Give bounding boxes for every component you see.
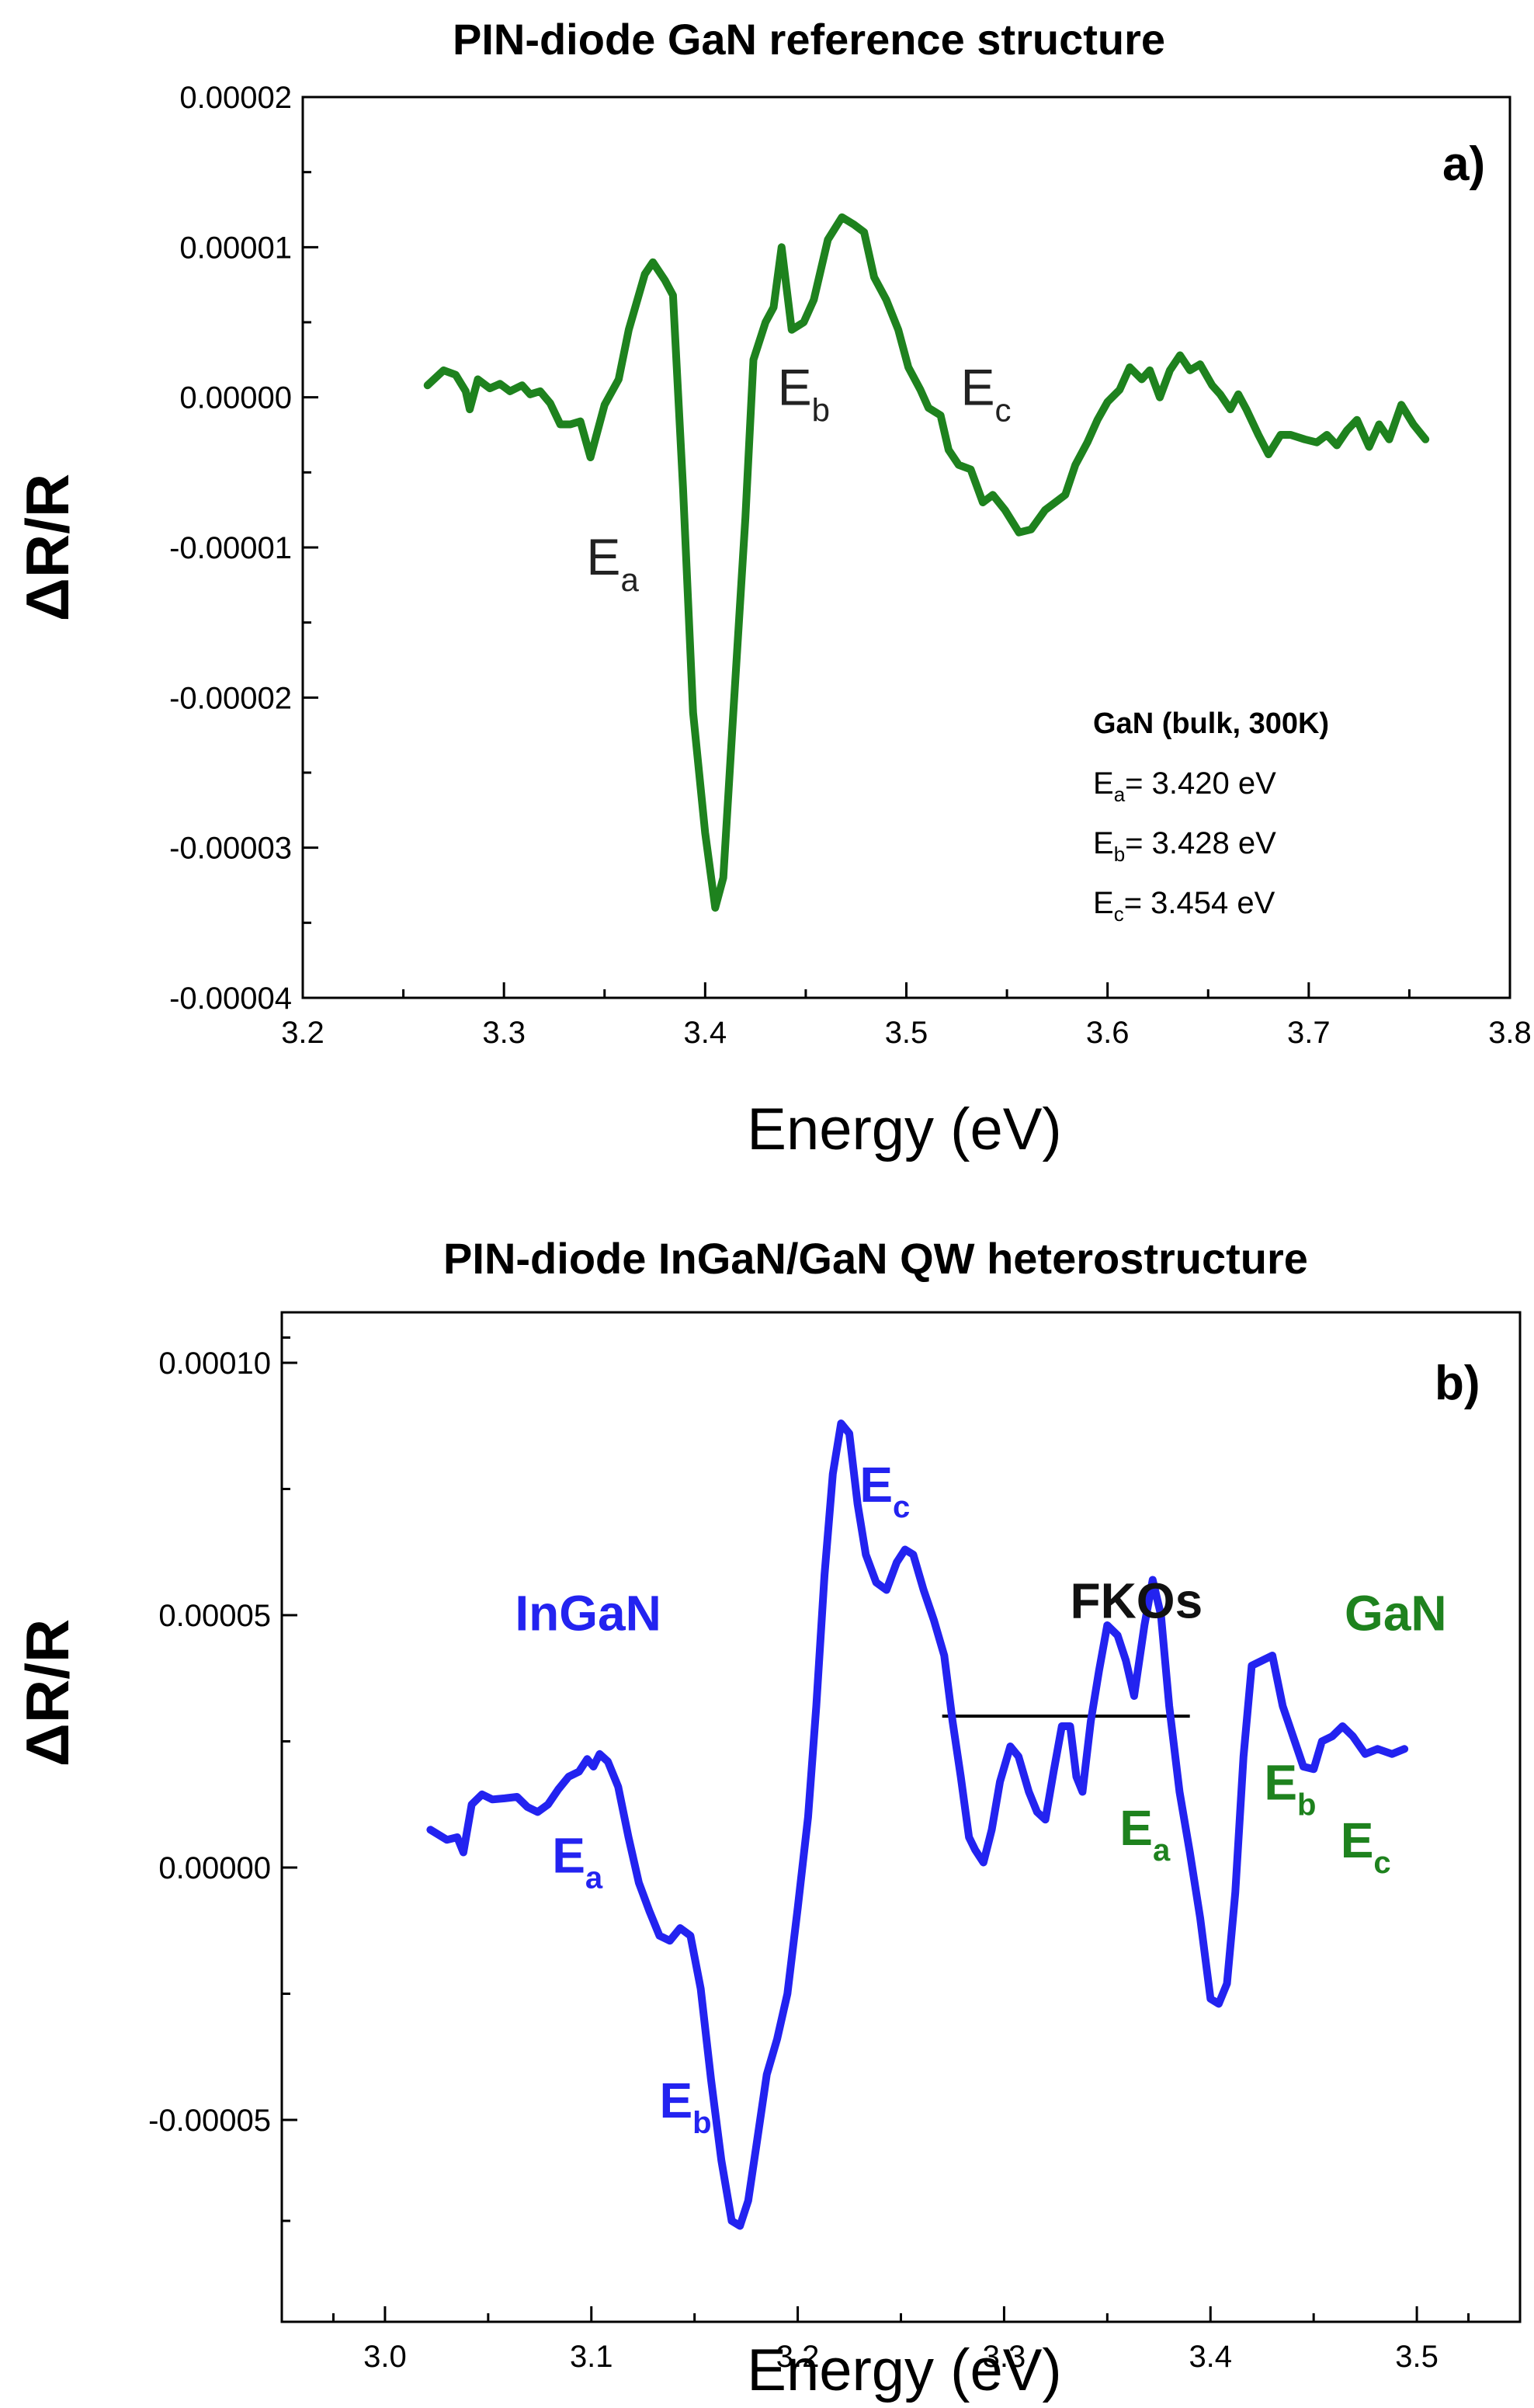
y-tick-label: 0.00010 <box>158 1346 271 1381</box>
panel-a-x-axis-label: Energy (eV) <box>747 1096 1062 1162</box>
info-line-base: E <box>1093 766 1114 801</box>
x-tick-label: 3.4 <box>684 1016 727 1050</box>
x-tick-label: 3.6 <box>1086 1016 1130 1050</box>
peak-label-base: E <box>960 358 994 415</box>
peak-label-ec: Ec <box>859 1457 910 1524</box>
peak-label-eb: Eb <box>1264 1754 1316 1822</box>
x-tick-label: 3.7 <box>1287 1016 1331 1050</box>
peak-label-subscript: c <box>893 1490 910 1524</box>
peak-label-ea: Ea <box>552 1828 603 1895</box>
x-tick-label: 3.1 <box>570 2340 613 2374</box>
peak-label-base: E <box>1264 1754 1297 1810</box>
panel-a-plot-frame <box>301 96 1511 999</box>
peak-label-ec: Ec <box>960 358 1011 428</box>
y-tick-label: 0.00000 <box>179 381 292 415</box>
annotation-fkos: FKOs <box>1070 1572 1203 1628</box>
y-tick-label: -0.00003 <box>169 832 292 866</box>
panel-b-y-tick-labels: 0.00010 0.00005 0.00000 -0.00005 <box>148 1346 271 2138</box>
peak-label-eb: Eb <box>778 358 830 428</box>
info-line-subscript: a <box>1114 783 1126 806</box>
peak-label-subscript: b <box>692 2106 711 2140</box>
info-box-line: Eb= 3.428 eV <box>1093 826 1276 866</box>
panel-b-title: PIN-diode InGaN/GaN QW heterostructure <box>443 1234 1308 1283</box>
panel-a-y-tick-labels: 0.00002 0.00001 0.00000 -0.00001 -0.00002 -0.… <box>169 81 292 1016</box>
info-line-base: E <box>1093 886 1114 920</box>
y-tick-label: -0.00004 <box>169 982 292 1016</box>
panel-b-ticks <box>282 1336 1470 2322</box>
peak-label-eb: Eb <box>659 2073 711 2140</box>
peak-label-ea: Ea <box>1119 1800 1171 1868</box>
info-line-subscript: b <box>1114 843 1125 866</box>
panel-a-label: a) <box>1442 137 1485 191</box>
x-tick-label: 3.4 <box>1189 2340 1232 2374</box>
x-tick-label: 3.3 <box>482 1016 526 1050</box>
panel-a-title: PIN-diode GaN reference structure <box>453 15 1165 64</box>
peak-label-base: E <box>586 528 620 585</box>
panel-a-y-axis-label: ΔR/R <box>13 474 82 621</box>
annotation-gan: GaN <box>1345 1586 1447 1642</box>
peak-label-base: E <box>1341 1812 1374 1868</box>
y-tick-label: -0.00005 <box>148 2104 271 2138</box>
x-tick-label: 3.3 <box>983 2340 1026 2374</box>
panel-a-x-tick-labels: 3.2 3.3 3.4 3.5 3.6 3.7 3.8 <box>281 1016 1532 1050</box>
x-tick-label: 3.2 <box>776 2340 820 2374</box>
info-line-value: = 3.420 eV <box>1125 766 1276 801</box>
info-line-base: E <box>1093 826 1114 860</box>
panel-a-ticks <box>301 96 1511 999</box>
y-tick-label: 0.00000 <box>158 1851 271 1885</box>
annotation-ingan: InGaN <box>515 1586 661 1642</box>
peak-label-ec: Ec <box>1341 1812 1391 1880</box>
x-tick-label: 3.5 <box>885 1016 928 1050</box>
peak-label-subscript: b <box>1297 1788 1316 1822</box>
panel-a-series-line <box>423 213 1430 912</box>
peak-label-ea: Ea <box>586 528 639 598</box>
info-box-line: Ec= 3.454 eV <box>1093 886 1275 926</box>
peak-label-subscript: a <box>585 1861 603 1895</box>
peak-label-subscript: c <box>1373 1846 1390 1880</box>
info-line-subscript: c <box>1114 902 1124 926</box>
info-box-heading: GaN (bulk, 300K) <box>1093 707 1329 740</box>
peak-label-subscript: a <box>1153 1833 1171 1868</box>
peak-label-base: E <box>859 1457 893 1513</box>
panel-b-label: b) <box>1435 1357 1480 1410</box>
y-tick-label: 0.00001 <box>179 231 292 265</box>
peak-label-base: E <box>778 358 812 415</box>
peak-label-subscript: c <box>995 391 1012 428</box>
peak-label-base: E <box>659 2073 692 2128</box>
panel-a: PIN-diode GaN reference structure 0.0000… <box>13 15 1532 1162</box>
y-tick-label: -0.00002 <box>169 681 292 715</box>
y-tick-label: -0.00001 <box>169 531 292 565</box>
y-tick-label: 0.00005 <box>158 1599 271 1633</box>
panel-b: PIN-diode InGaN/GaN QW heterostructure 0… <box>13 1234 1522 2403</box>
x-tick-label: 3.2 <box>281 1016 324 1050</box>
x-tick-label: 3.0 <box>363 2340 407 2374</box>
panel-b-x-axis-label: Energy (eV) <box>747 2337 1062 2403</box>
panel-b-y-axis-label: ΔR/R <box>13 1619 82 1767</box>
info-line-value: = 3.428 eV <box>1125 826 1276 860</box>
panel-b-series-line <box>426 1419 1409 2230</box>
info-box-line: Ea= 3.420 eV <box>1093 766 1276 806</box>
panel-b-x-tick-labels: 3.0 3.1 3.2 3.3 3.4 3.5 <box>363 2340 1439 2374</box>
y-tick-label: 0.00002 <box>179 81 292 115</box>
x-tick-label: 3.8 <box>1488 1016 1532 1050</box>
peak-label-subscript: a <box>620 561 639 598</box>
x-tick-label: 3.5 <box>1395 2340 1439 2374</box>
peak-label-base: E <box>1119 1800 1153 1856</box>
info-line-value: = 3.454 eV <box>1124 886 1275 920</box>
peak-label-base: E <box>552 1828 585 1884</box>
peak-label-subscript: b <box>812 391 830 428</box>
